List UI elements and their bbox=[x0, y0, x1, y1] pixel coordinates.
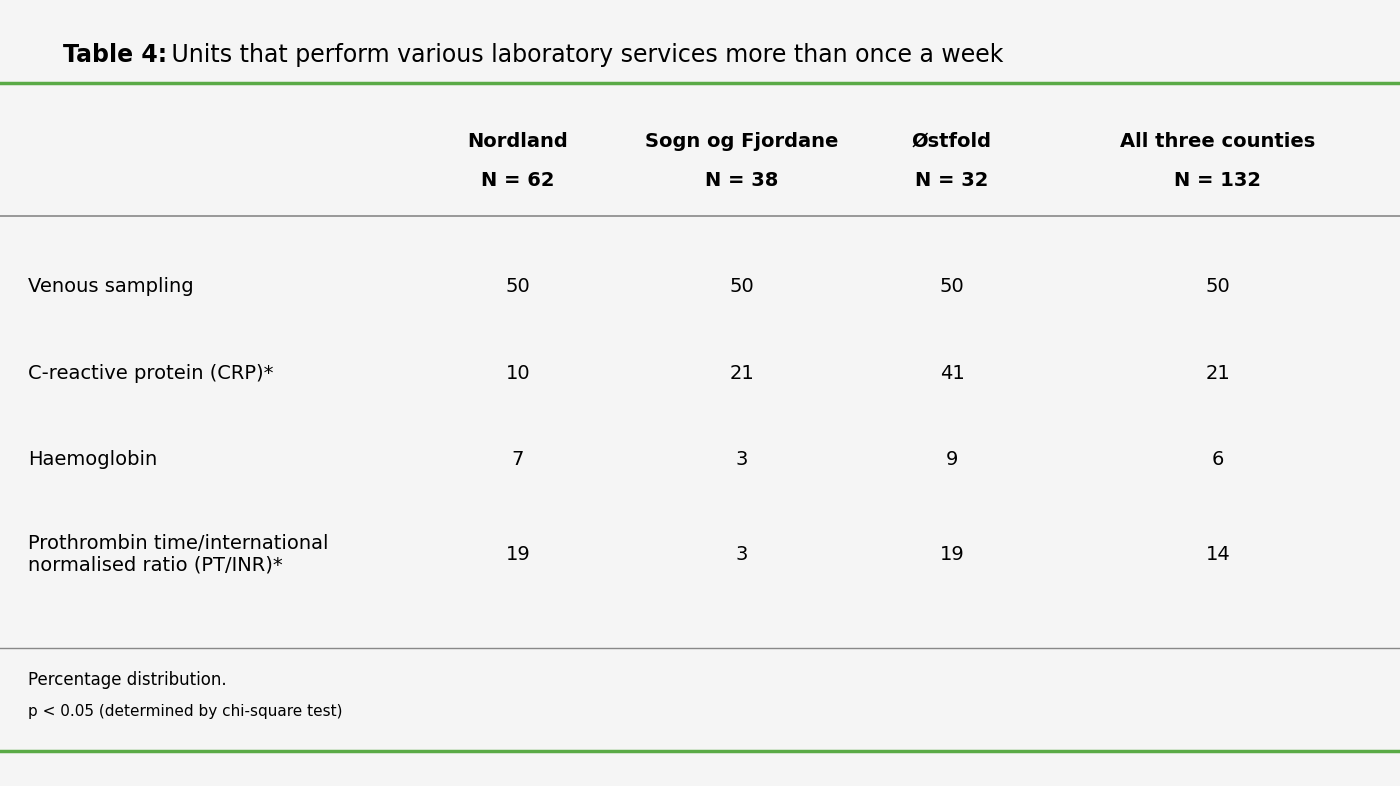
Text: C-reactive protein (CRP)*: C-reactive protein (CRP)* bbox=[28, 364, 273, 383]
Text: 21: 21 bbox=[729, 364, 755, 383]
Text: 6: 6 bbox=[1212, 450, 1224, 469]
Text: 14: 14 bbox=[1205, 545, 1231, 564]
Text: p < 0.05 (determined by chi-square test): p < 0.05 (determined by chi-square test) bbox=[28, 703, 343, 719]
Text: N = 132: N = 132 bbox=[1175, 171, 1261, 190]
Text: 3: 3 bbox=[736, 450, 748, 469]
Text: N = 38: N = 38 bbox=[706, 171, 778, 190]
Text: Table 4:: Table 4: bbox=[63, 43, 167, 68]
Text: Units that perform various laboratory services more than once a week: Units that perform various laboratory se… bbox=[164, 43, 1004, 68]
Text: Percentage distribution.: Percentage distribution. bbox=[28, 671, 227, 689]
Text: 3: 3 bbox=[736, 545, 748, 564]
Text: N = 32: N = 32 bbox=[916, 171, 988, 190]
Text: Sogn og Fjordane: Sogn og Fjordane bbox=[645, 132, 839, 151]
Text: Nordland: Nordland bbox=[468, 132, 568, 151]
Text: 50: 50 bbox=[1205, 277, 1231, 296]
Text: 19: 19 bbox=[939, 545, 965, 564]
Text: 50: 50 bbox=[505, 277, 531, 296]
Text: 10: 10 bbox=[505, 364, 531, 383]
Text: 50: 50 bbox=[939, 277, 965, 296]
Text: 19: 19 bbox=[505, 545, 531, 564]
Text: 41: 41 bbox=[939, 364, 965, 383]
Text: 21: 21 bbox=[1205, 364, 1231, 383]
Text: Østfold: Østfold bbox=[911, 132, 993, 151]
Text: N = 62: N = 62 bbox=[482, 171, 554, 190]
Text: 50: 50 bbox=[729, 277, 755, 296]
Text: 9: 9 bbox=[946, 450, 958, 469]
Text: 7: 7 bbox=[512, 450, 524, 469]
Text: Haemoglobin: Haemoglobin bbox=[28, 450, 157, 469]
Text: Venous sampling: Venous sampling bbox=[28, 277, 193, 296]
Text: Prothrombin time/international
normalised ratio (PT/INR)*: Prothrombin time/international normalise… bbox=[28, 534, 329, 575]
Text: All three counties: All three counties bbox=[1120, 132, 1316, 151]
